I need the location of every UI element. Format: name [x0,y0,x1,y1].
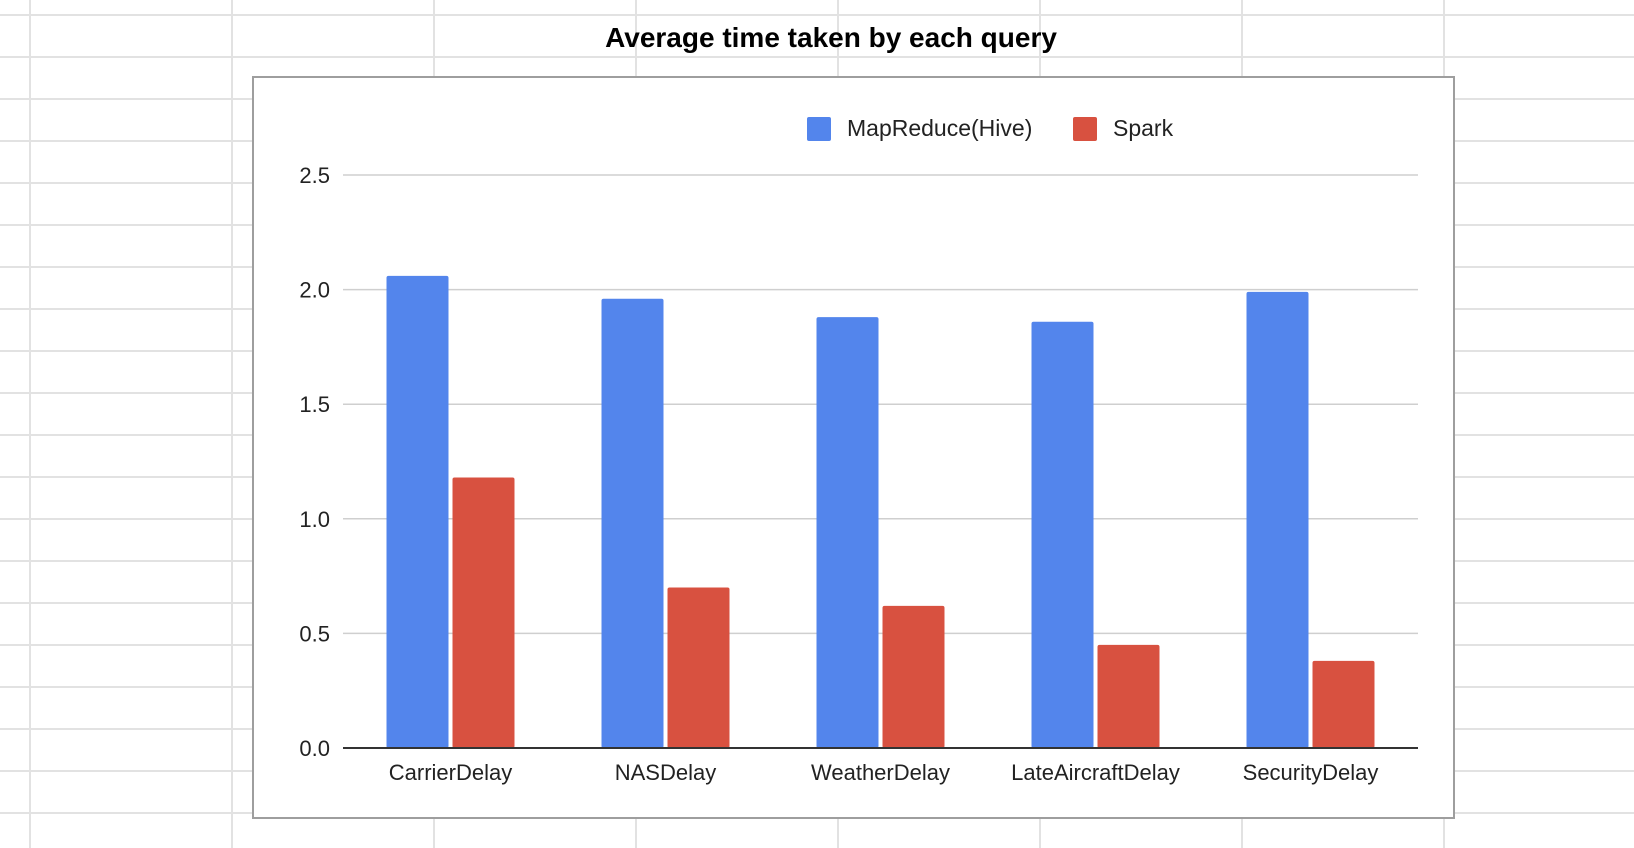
x-tick-label: SecurityDelay [1243,760,1379,785]
y-tick-label: 1.5 [299,392,330,417]
bar-mapreduce [386,275,449,748]
y-tick-label: 0.0 [299,736,330,761]
bar-spark [452,477,515,748]
y-tick-label: 2.5 [299,163,330,188]
bar-spark [882,605,945,748]
x-tick-label: NASDelay [615,760,716,785]
y-tick-label: 2.0 [299,278,330,303]
bar-mapreduce [816,317,879,748]
x-tick-label: CarrierDelay [389,760,512,785]
bar-spark [1312,660,1375,748]
bar-spark [1097,644,1160,748]
bar-spark [667,587,730,748]
legend-label: Spark [1113,115,1174,141]
bar-mapreduce [601,298,664,748]
bar-mapreduce [1031,321,1094,748]
bar-mapreduce [1246,291,1309,748]
chart-title: Average time taken by each query [605,22,1057,53]
legend-label: MapReduce(Hive) [847,115,1032,141]
legend-swatch [1073,117,1097,141]
x-tick-label: LateAircraftDelay [1011,760,1180,785]
x-tick-label: WeatherDelay [811,760,950,785]
y-tick-label: 1.0 [299,507,330,532]
y-tick-label: 0.5 [299,621,330,646]
legend-swatch [807,117,831,141]
